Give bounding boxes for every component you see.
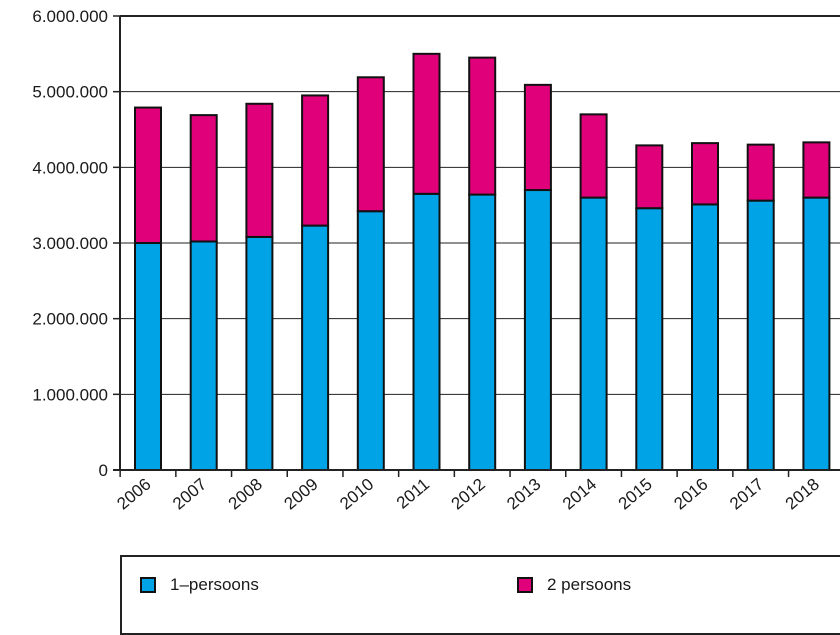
x-tick-label: 2014 (559, 475, 600, 514)
bar-one-person-2018 (802, 196, 831, 471)
bar-two-person-2014 (579, 113, 608, 199)
bar-two-person-2008 (245, 102, 274, 238)
y-tick-label: 5.000.000 (32, 83, 108, 102)
legend-label-1: 1–persoons (170, 575, 259, 594)
y-tick-label: 6.000.000 (32, 7, 108, 26)
bar-two-person-2016 (691, 142, 719, 206)
bar-one-person-2011 (412, 192, 441, 471)
bar-two-person-2013 (523, 83, 552, 192)
y-tick-label: 4.000.000 (32, 158, 108, 177)
legend-swatch-2 (517, 577, 533, 593)
bar-one-person-2014 (579, 196, 608, 471)
x-tick-label: 2006 (113, 475, 154, 514)
bar-one-person-2016 (691, 203, 719, 471)
bar-one-person-2006 (134, 242, 162, 471)
bar-two-person-2012 (468, 56, 497, 196)
bar-one-person-2007 (189, 240, 218, 471)
x-tick-label: 2007 (169, 475, 210, 514)
y-tick-label: 3.000.000 (32, 234, 108, 253)
bar-one-person-2017 (746, 199, 775, 471)
x-tick-label: 2018 (782, 475, 823, 514)
legend: 1–persoons 2 persoons (120, 555, 840, 635)
x-tick-label: 2011 (393, 475, 433, 513)
bar-two-person-2017 (746, 143, 775, 202)
legend-label-2: 2 persoons (547, 575, 632, 594)
bar-two-person-2009 (301, 94, 330, 227)
y-tick-label: 0 (99, 461, 108, 480)
bar-two-person-2018 (802, 141, 831, 199)
x-tick-label: 2009 (280, 475, 321, 514)
bar-one-person-2013 (523, 189, 552, 472)
stacked-bar-chart: 0 1.000.000 2.000.000 3.000.000 4.000.000 5.0… (32, 7, 840, 514)
y-tick-label: 1.000.000 (32, 385, 108, 404)
x-tick-label: 2012 (448, 475, 489, 514)
bar-one-person-2015 (635, 207, 664, 471)
x-tick-label: 2016 (670, 475, 711, 514)
axes (113, 15, 840, 477)
bar-one-person-2009 (301, 224, 330, 471)
x-tick-label: 2008 (225, 475, 266, 514)
bar-one-person-2012 (468, 193, 497, 471)
bar-two-person-2011 (412, 52, 441, 195)
x-tick-label: 2010 (336, 475, 377, 514)
y-tick-label: 2.000.000 (32, 310, 108, 329)
bar-two-person-2010 (356, 76, 385, 213)
bar-one-person-2008 (245, 235, 274, 471)
bars (134, 52, 831, 472)
x-tick-labels: 2006 2007 2008 2009 2010 2011 2012 2013 2014 2015… (113, 475, 823, 514)
legend-item-1: 1–persoons (140, 575, 259, 595)
legend-item-2: 2 persoons (517, 575, 631, 595)
legend-swatch-1 (140, 577, 156, 593)
y-tick-labels: 0 1.000.000 2.000.000 3.000.000 4.000.000 5.0… (32, 7, 108, 480)
x-tick-label: 2015 (615, 475, 656, 514)
x-tick-label: 2013 (503, 475, 544, 514)
bar-two-person-2006 (134, 106, 162, 244)
bar-two-person-2015 (635, 144, 664, 210)
bar-two-person-2007 (189, 114, 218, 243)
x-tick-label: 2017 (726, 475, 767, 514)
bar-one-person-2010 (356, 210, 385, 471)
